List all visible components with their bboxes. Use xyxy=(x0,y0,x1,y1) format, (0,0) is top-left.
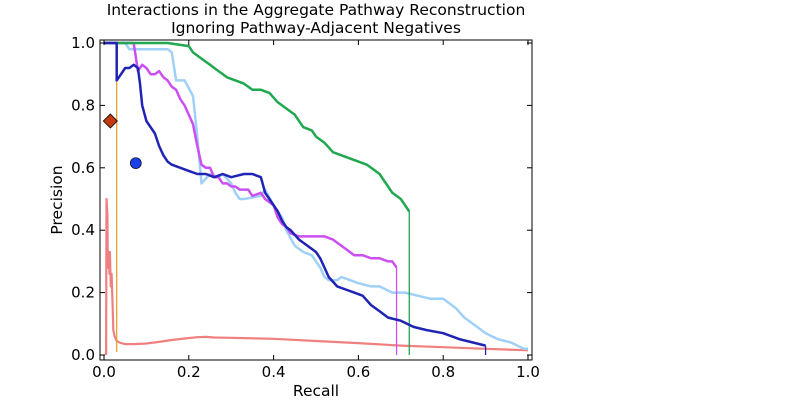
y-tick-label: 0.2 xyxy=(71,284,95,302)
x-tick-label: 0.0 xyxy=(92,363,116,381)
plot-area xyxy=(102,41,529,356)
series-line-4 xyxy=(104,41,528,351)
tick-labels: 0.0 0.2 0.4 0.6 0.8 1.0 0.0 0.2 0.4 0.6 0.8 1.0 xyxy=(71,34,540,381)
series-line-1 xyxy=(105,197,529,356)
axis-ticks xyxy=(100,40,532,360)
series-line-5 xyxy=(104,41,398,269)
x-tick-label: 1.0 xyxy=(516,363,540,381)
chart-title: Interactions in the Aggregate Pathway Re… xyxy=(107,1,526,19)
x-tick-label: 0.8 xyxy=(431,363,455,381)
series-line-7 xyxy=(104,41,486,347)
x-tick-label: 0.4 xyxy=(262,363,286,381)
circle-marker-2 xyxy=(130,157,142,169)
x-tick-label: 0.2 xyxy=(177,363,201,381)
y-tick-label: 0.4 xyxy=(71,221,95,239)
chart-subtitle: Ignoring Pathway-Adjacent Negatives xyxy=(171,19,461,37)
x-tick-label: 0.6 xyxy=(346,363,370,381)
y-axis-label: Precision xyxy=(48,165,66,234)
plot-frame xyxy=(99,39,533,361)
y-tick-label: 0.6 xyxy=(71,159,95,177)
x-axis-label: Recall xyxy=(293,382,339,400)
y-tick-label: 0.0 xyxy=(71,346,95,364)
diamond-marker-1 xyxy=(102,113,118,129)
series-line-6 xyxy=(104,41,411,213)
y-tick-label: 0.8 xyxy=(71,96,95,114)
y-tick-label: 1.0 xyxy=(71,34,95,52)
